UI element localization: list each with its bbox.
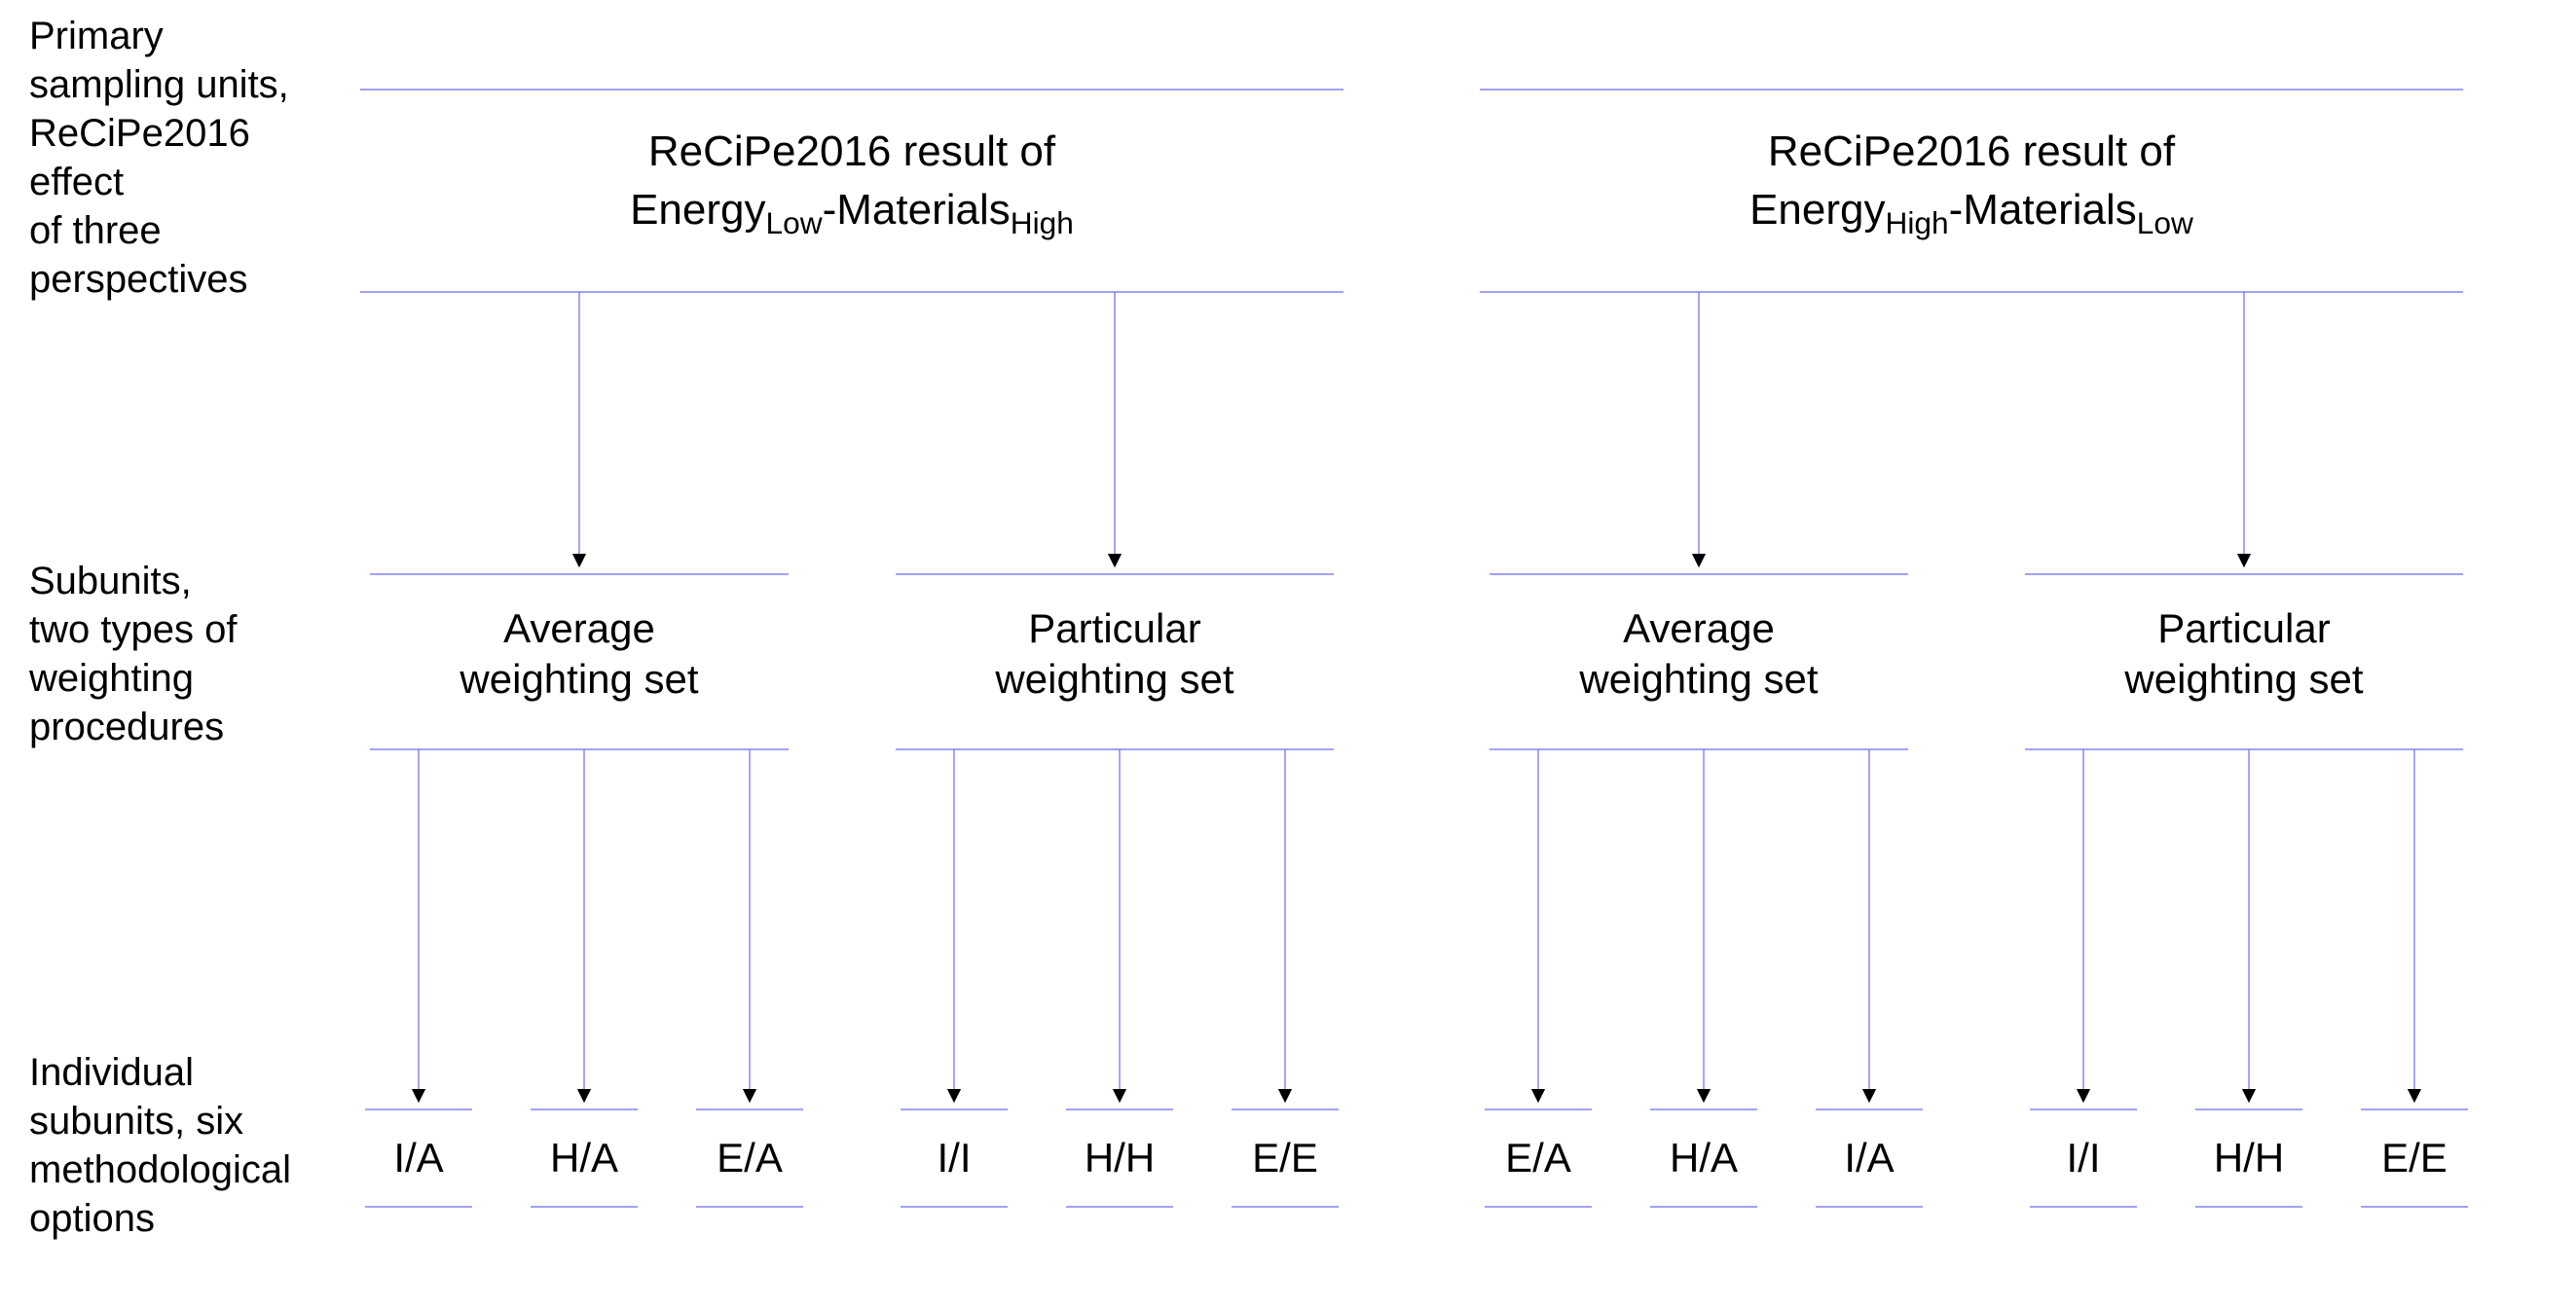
subunit-title: Particular bbox=[1028, 605, 1200, 651]
leaf-label: I/I bbox=[937, 1135, 971, 1181]
side-label: two types of bbox=[29, 608, 238, 651]
primary-subtitle: EnergyLow-MaterialsHigh bbox=[630, 186, 1074, 240]
leaf-label: I/I bbox=[2066, 1135, 2100, 1181]
leaf-label: H/H bbox=[1085, 1135, 1155, 1181]
primary-title: ReCiPe2016 result of bbox=[1768, 127, 2176, 175]
side-label: ReCiPe2016 bbox=[29, 112, 250, 155]
subunit-title: weighting set bbox=[459, 656, 698, 702]
subunit-title: Particular bbox=[2157, 605, 2330, 651]
primary-title: ReCiPe2016 result of bbox=[648, 127, 1056, 175]
leaf-label: H/A bbox=[1670, 1135, 1738, 1181]
subunit-title: weighting set bbox=[994, 656, 1233, 702]
side-label: Individual bbox=[29, 1051, 194, 1094]
leaf-label: E/E bbox=[2381, 1135, 2447, 1181]
leaf-label: I/A bbox=[1844, 1135, 1894, 1181]
subunit-title: weighting set bbox=[1578, 656, 1818, 702]
side-label: Subunits, bbox=[29, 560, 192, 602]
leaf-label: E/E bbox=[1252, 1135, 1318, 1181]
leaf-label: H/A bbox=[550, 1135, 618, 1181]
leaf-label: E/A bbox=[1505, 1135, 1571, 1181]
subunit-title: weighting set bbox=[2123, 656, 2363, 702]
side-label: effect bbox=[29, 161, 124, 203]
side-label: methodological bbox=[29, 1148, 291, 1191]
side-label: options bbox=[29, 1197, 155, 1240]
leaf-label: I/A bbox=[393, 1135, 443, 1181]
leaf-label: H/H bbox=[2214, 1135, 2284, 1181]
leaf-label: E/A bbox=[717, 1135, 783, 1181]
side-label: of three bbox=[29, 209, 162, 252]
side-label: weighting bbox=[28, 657, 194, 700]
side-label: perspectives bbox=[29, 258, 248, 301]
subunit-title: Average bbox=[503, 605, 655, 651]
side-label: sampling units, bbox=[29, 63, 289, 106]
side-label: Primary bbox=[29, 15, 164, 57]
hierarchy-diagram: ReCiPe2016 result of EnergyLow-MaterialsH… bbox=[0, 0, 2576, 1308]
subunit-title: Average bbox=[1623, 605, 1775, 651]
side-label: subunits, six bbox=[29, 1100, 243, 1143]
primary-subtitle: EnergyHigh-MaterialsLow bbox=[1749, 186, 2193, 240]
side-label: procedures bbox=[29, 706, 224, 748]
